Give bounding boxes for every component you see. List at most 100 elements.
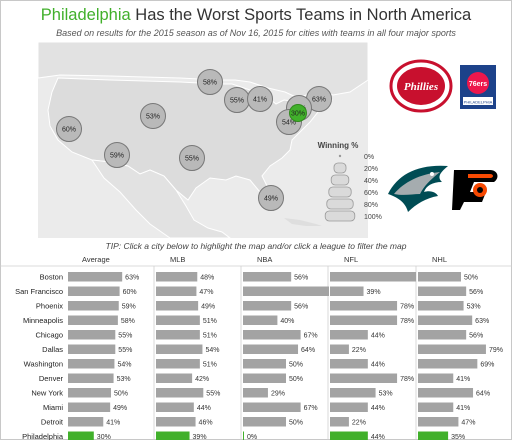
bar[interactable]	[243, 272, 292, 282]
city-row-label[interactable]: Phoenix	[36, 302, 63, 311]
city-marker[interactable]: 55%	[179, 145, 205, 171]
bar[interactable]	[68, 330, 116, 340]
bar[interactable]	[156, 286, 197, 297]
bar[interactable]	[330, 272, 416, 282]
bar[interactable]	[68, 359, 115, 369]
city-marker[interactable]: 30%	[289, 104, 307, 122]
bar[interactable]	[156, 373, 193, 384]
bar[interactable]	[243, 330, 301, 340]
phillies-logo[interactable]: Phillies	[388, 58, 454, 114]
city-row-label[interactable]: Boston	[40, 273, 63, 282]
bar[interactable]	[330, 373, 398, 384]
city-marker[interactable]: 41%	[247, 86, 273, 112]
city-marker-circle[interactable]	[140, 103, 166, 129]
flyers-logo[interactable]	[450, 162, 502, 212]
city-marker[interactable]: 53%	[140, 103, 166, 129]
league-header[interactable]: Average	[82, 255, 110, 264]
bar[interactable]	[330, 388, 376, 398]
bar[interactable]	[418, 315, 473, 326]
city-row-label[interactable]: Washington	[24, 360, 63, 369]
bar[interactable]	[156, 402, 194, 413]
bar[interactable]	[418, 388, 474, 398]
bar[interactable]	[68, 417, 104, 427]
bar[interactable]	[156, 272, 198, 282]
bar[interactable]	[68, 315, 118, 326]
bar[interactable]	[243, 373, 286, 384]
bar[interactable]	[156, 330, 200, 340]
city-marker-circle[interactable]	[258, 185, 284, 211]
bar[interactable]	[68, 373, 114, 384]
city-marker[interactable]: 49%	[258, 185, 284, 211]
city-marker-circle[interactable]	[197, 69, 223, 95]
league-bar-grid[interactable]: AverageMLBNBANFLNHLBoston63%48%56%100%50…	[0, 252, 512, 440]
bar[interactable]	[243, 286, 329, 297]
bar[interactable]	[330, 417, 349, 427]
bar[interactable]	[418, 344, 486, 355]
city-row-label[interactable]: Chicago	[35, 331, 63, 340]
sixers-logo[interactable]: 76ers PHILADELPHIA	[460, 65, 496, 109]
bar[interactable]	[68, 388, 111, 398]
city-map[interactable]: 60%59%53%58%55%41%55%63%50%54%30%49% Win…	[0, 40, 512, 238]
bar[interactable]	[156, 431, 190, 440]
bar[interactable]	[156, 301, 199, 311]
map-marker-layer[interactable]: 60%59%53%58%55%41%55%63%50%54%30%49%	[56, 69, 332, 211]
city-row-label[interactable]: Miami	[43, 403, 63, 412]
city-row-label[interactable]: Dallas	[42, 345, 63, 354]
bar[interactable]	[330, 344, 349, 355]
city-marker-circle[interactable]	[289, 104, 307, 122]
bar[interactable]	[68, 431, 94, 440]
bar[interactable]	[330, 315, 398, 326]
city-marker[interactable]: 58%	[197, 69, 223, 95]
bar[interactable]	[243, 402, 301, 413]
bar[interactable]	[156, 315, 200, 326]
bar[interactable]	[68, 272, 123, 282]
city-marker[interactable]: 59%	[104, 142, 130, 168]
league-header[interactable]: MLB	[170, 255, 185, 264]
city-row-label[interactable]: Philadelphia	[22, 432, 64, 440]
league-header[interactable]: NBA	[257, 255, 272, 264]
city-row-label[interactable]: Denver	[39, 374, 64, 383]
bar[interactable]	[68, 344, 116, 355]
city-row-label[interactable]: New York	[31, 389, 63, 398]
bar[interactable]	[156, 344, 203, 355]
bar[interactable]	[243, 431, 244, 440]
bar[interactable]	[243, 388, 268, 398]
city-row-label[interactable]: San Francisco	[15, 287, 63, 296]
bar[interactable]	[243, 301, 292, 311]
bar[interactable]	[330, 286, 364, 297]
bar[interactable]	[330, 301, 398, 311]
bar[interactable]	[68, 286, 120, 297]
bar[interactable]	[418, 330, 467, 340]
city-marker-circle[interactable]	[179, 145, 205, 171]
bar[interactable]	[418, 402, 454, 413]
bar[interactable]	[418, 301, 464, 311]
bar[interactable]	[243, 359, 286, 369]
city-marker-circle[interactable]	[247, 86, 273, 112]
bar[interactable]	[156, 388, 204, 398]
bar[interactable]	[418, 417, 459, 427]
bar[interactable]	[418, 373, 454, 384]
city-row-label[interactable]: Minneapolis	[23, 316, 63, 325]
bar[interactable]	[330, 431, 368, 440]
bar[interactable]	[156, 417, 196, 427]
bar[interactable]	[418, 272, 461, 282]
city-marker[interactable]: 60%	[56, 116, 82, 142]
bar[interactable]	[243, 344, 299, 355]
bar[interactable]	[243, 315, 278, 326]
league-header[interactable]: NHL	[432, 255, 447, 264]
bar[interactable]	[418, 431, 449, 440]
bar[interactable]	[243, 417, 286, 427]
bar[interactable]	[330, 359, 368, 369]
city-row-label[interactable]: Detroit	[41, 418, 64, 427]
bar[interactable]	[330, 330, 368, 340]
city-marker[interactable]: 55%	[224, 87, 250, 113]
bar[interactable]	[418, 359, 478, 369]
bar[interactable]	[68, 301, 119, 311]
eagles-logo[interactable]	[386, 160, 452, 214]
city-marker-circle[interactable]	[104, 142, 130, 168]
bar[interactable]	[330, 402, 368, 413]
league-header[interactable]: NFL	[344, 255, 358, 264]
bar[interactable]	[156, 359, 200, 369]
bar[interactable]	[418, 286, 467, 297]
bar[interactable]	[68, 402, 111, 413]
